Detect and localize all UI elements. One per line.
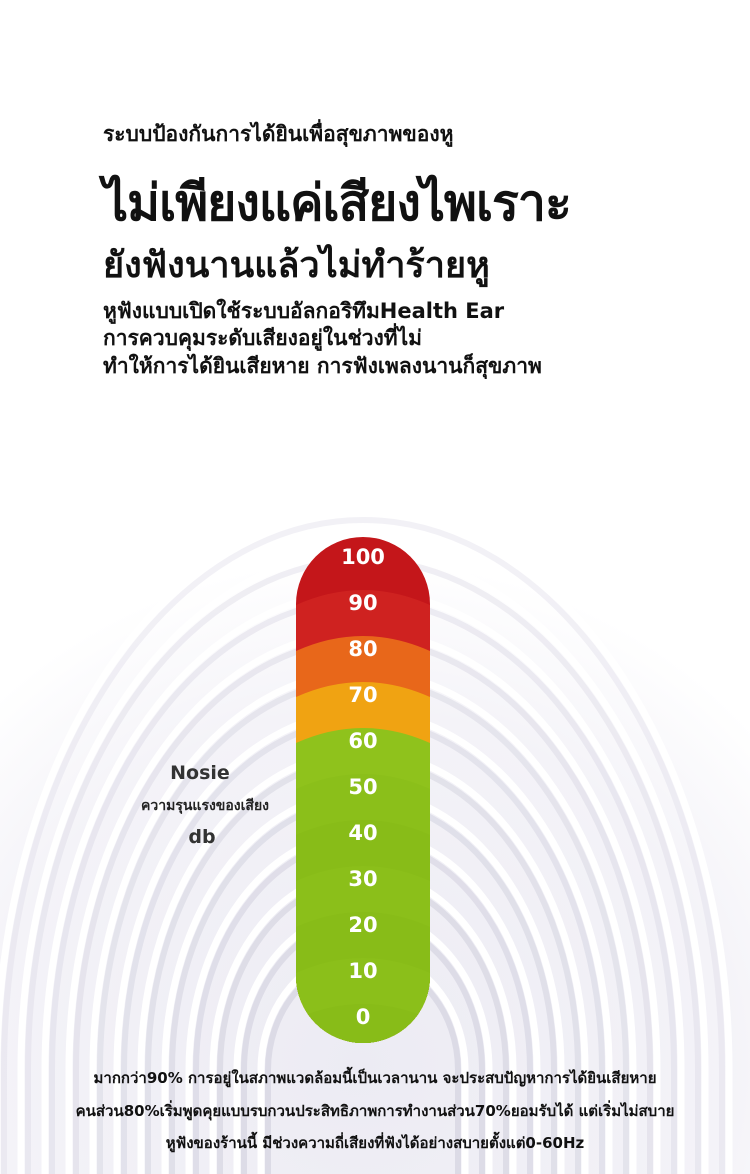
gauge-unit: db bbox=[188, 826, 216, 848]
headline: ไม่เพียงแค่เสียงไพเราะ bbox=[103, 174, 572, 232]
gauge-level-label: 40 bbox=[348, 821, 378, 845]
footer-line: คนส่วน80%เริ่มพูดคุยแบบรบกวนประสิทธิภาพก… bbox=[75, 1102, 675, 1120]
footer-line: หูฟังของร้านนี้ มีช่วงความถี่เสียงที่ฟัง… bbox=[165, 1134, 585, 1152]
gauge-level-label: 50 bbox=[348, 775, 378, 799]
gauge-level-label: 30 bbox=[348, 867, 378, 891]
gauge-band-0 bbox=[296, 1004, 430, 1043]
gauge-level-label: 100 bbox=[341, 545, 385, 569]
gauge-level-label: 20 bbox=[348, 913, 378, 937]
gauge-subtitle: ความรุนแรงของเสียง bbox=[141, 798, 269, 814]
footer-line: มากกว่า90% การอยู่ในสภาพแวดล้อมนี้เป็นเว… bbox=[93, 1069, 657, 1087]
gauge-level-label: 80 bbox=[348, 637, 378, 661]
kicker-text: ระบบป้องกันการได้ยินเพื่อสุขภาพของหู bbox=[103, 122, 454, 146]
gauge-level-label: 10 bbox=[348, 959, 378, 983]
gauge-level-label: 70 bbox=[348, 683, 378, 707]
wave-ring bbox=[0, 517, 725, 1174]
gauge-title: Nosie bbox=[170, 762, 230, 784]
body-line: หูฟังแบบเปิดใช้ระบบอัลกอริทึมHealth Ear bbox=[103, 299, 505, 323]
body-line: การควบคุมระดับเสียงอยู่ในช่วงที่ไม่ bbox=[103, 326, 422, 350]
gauge-level-label: 90 bbox=[348, 591, 378, 615]
noise-level-gauge bbox=[296, 537, 430, 1043]
gauge-level-label: 60 bbox=[348, 729, 378, 753]
body-line: ทำให้การได้ยินเสียหาย การฟังเพลงนานก็สุข… bbox=[103, 354, 542, 378]
subheadline: ยังฟังนานแล้วไม่ทำร้ายหู bbox=[103, 245, 490, 286]
gauge-level-label: 0 bbox=[355, 1005, 371, 1029]
wave-ring bbox=[0, 508, 733, 1174]
